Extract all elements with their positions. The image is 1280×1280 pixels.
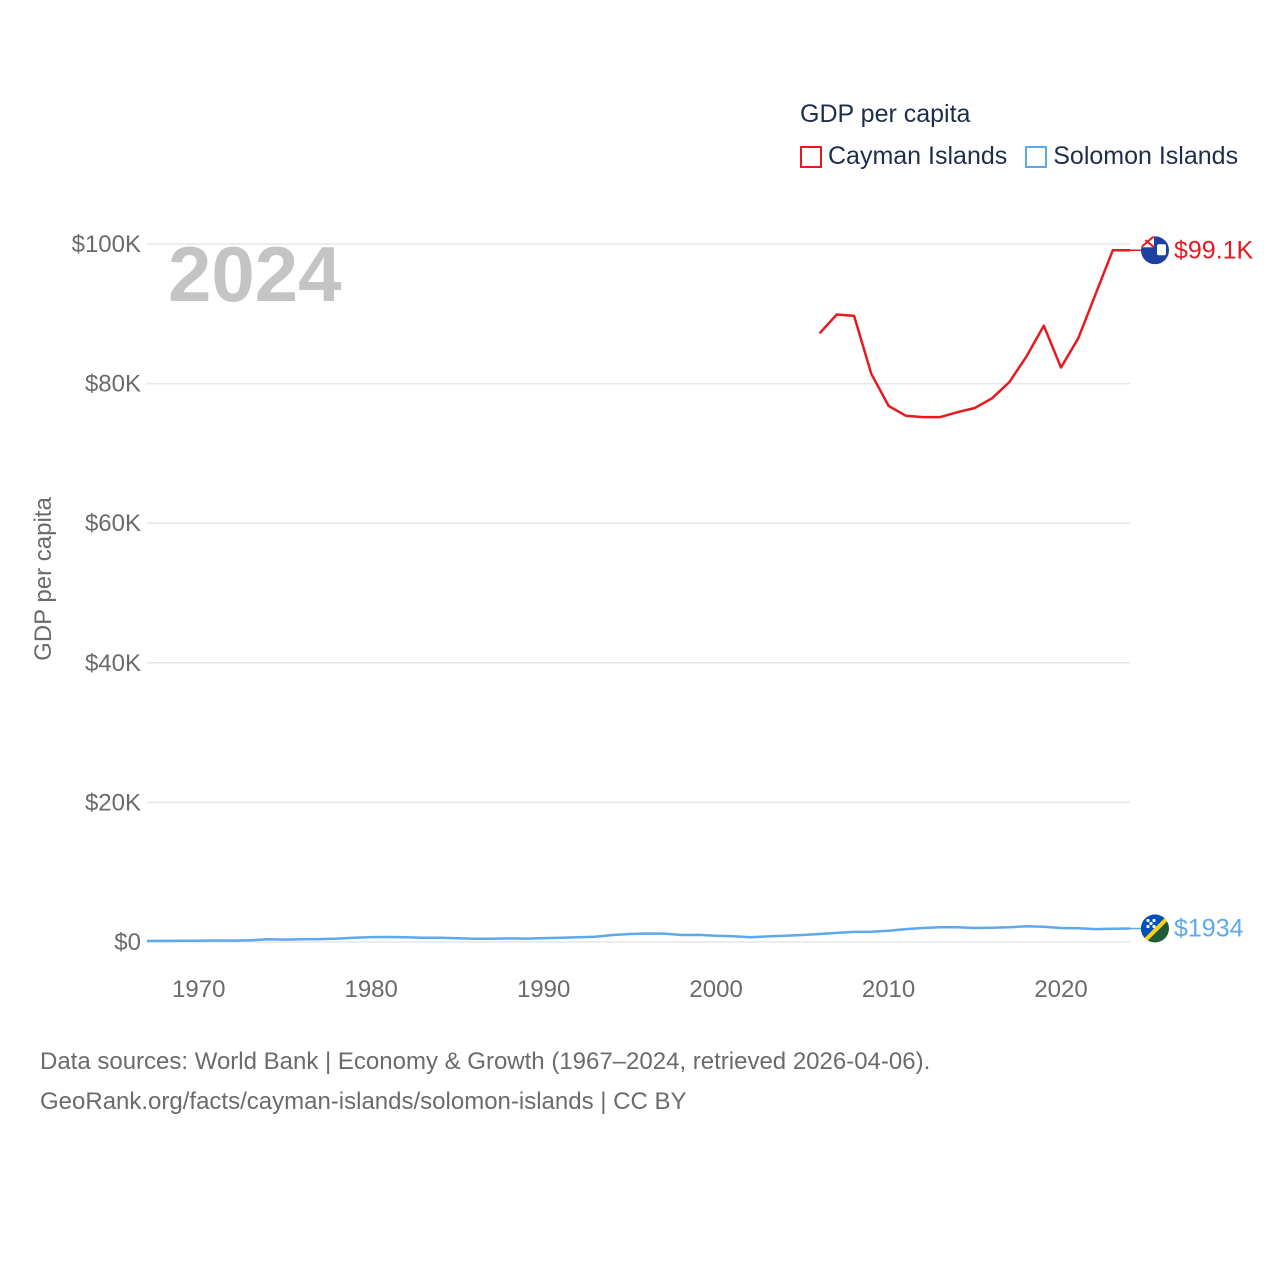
- y-axis: $0 $20K $40K $60K $80K $100K: [72, 231, 141, 956]
- end-markers: $99.1K $1934: [1130, 236, 1254, 943]
- legend-label-cayman-islands: Cayman Islands: [828, 142, 1008, 170]
- source-link[interactable]: GeoRank.org/facts/cayman-islands/solomon…: [40, 1088, 687, 1115]
- flag-star: [1149, 921, 1153, 926]
- end-value-label: $99.1K: [1174, 236, 1254, 264]
- legend-label-solomon-islands: Solomon Islands: [1053, 142, 1239, 170]
- legend-item-cayman-islands[interactable]: Cayman Islands: [800, 142, 1007, 171]
- solomon-islands-flag-icon: [1141, 914, 1169, 943]
- line-chart: 2024 GDP per capita $0 $20K $40K $60K $80K $1…: [30, 230, 1254, 1003]
- flag-star: [1152, 918, 1156, 923]
- gridlines: [147, 243, 1130, 943]
- y-tick-label: $40K: [85, 650, 141, 677]
- legend-title: GDP per capita: [800, 100, 971, 128]
- series-line-solomon-islands: [146, 925, 1131, 943]
- flag-star: [1146, 918, 1150, 923]
- y-tick-label: $60K: [85, 510, 141, 537]
- legend-swatch-solomon-islands: [1025, 145, 1048, 168]
- legend-swatch-cayman-islands: [800, 145, 822, 168]
- y-axis-label: GDP per capita: [30, 497, 57, 661]
- flag-crest: [1157, 244, 1166, 256]
- x-tick-label: 1990: [517, 976, 570, 1003]
- flag-star: [1152, 924, 1156, 929]
- x-tick-label: 1970: [172, 976, 225, 1003]
- x-tick-label: 2010: [862, 976, 915, 1003]
- data-source-note: Data sources: World Bank | Economy & Gro…: [40, 1048, 931, 1075]
- y-tick-label: $20K: [85, 789, 141, 816]
- y-tick-label: $100K: [72, 231, 141, 258]
- end-value-label: $1934: [1174, 915, 1244, 943]
- legend: Cayman Islands Solomon Islands: [800, 142, 1256, 171]
- footer: Data sources: World Bank | Economy & Gro…: [40, 1042, 930, 1122]
- cayman-islands-flag-icon: [1141, 236, 1169, 265]
- series-lines: [146, 249, 1131, 943]
- y-tick-label: $0: [114, 929, 141, 956]
- x-axis: 1970 1980 1990 2000 2010 2020: [172, 976, 1088, 1003]
- flag-star: [1146, 924, 1150, 929]
- legend-item-solomon-islands[interactable]: Solomon Islands: [1025, 142, 1238, 171]
- flag-fill: [1141, 236, 1169, 265]
- flag-fill: [1141, 914, 1169, 943]
- x-tick-label: 1980: [344, 976, 397, 1003]
- series-line-cayman-islands: [818, 249, 1130, 419]
- x-tick-label: 2000: [689, 976, 742, 1003]
- year-watermark: 2024: [168, 230, 342, 318]
- y-tick-label: $80K: [85, 371, 141, 398]
- x-tick-label: 2020: [1034, 976, 1087, 1003]
